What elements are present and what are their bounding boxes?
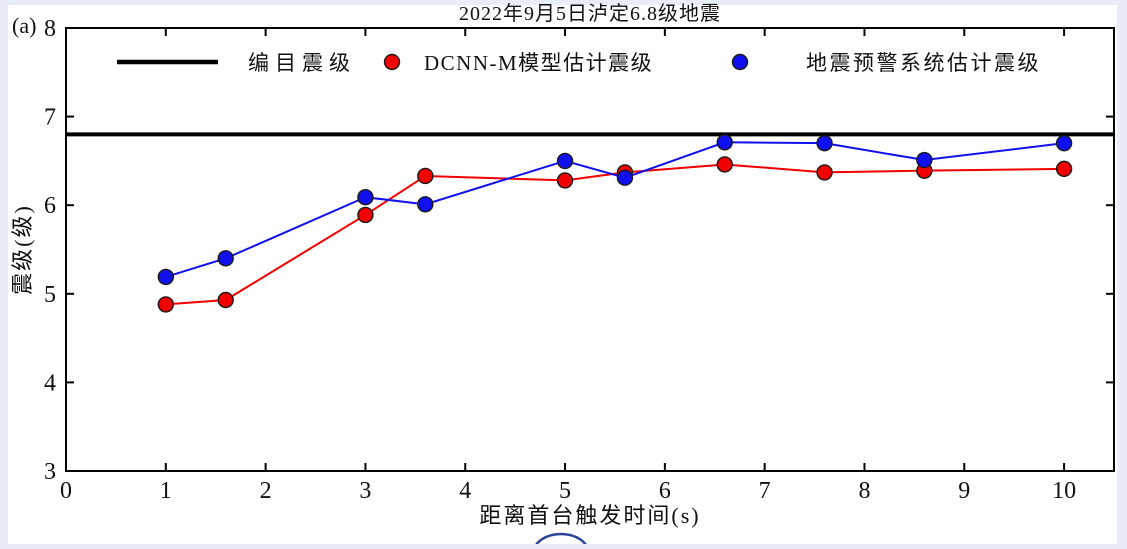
x-tick-label: 4	[459, 478, 471, 504]
figure-canvas	[8, 5, 1117, 544]
legend: 编目震级 DCNN-M模型估计震级 地震预警系统估计震级	[117, 51, 1041, 75]
series-eew-system-point	[157, 268, 175, 286]
legend-marker-dcnn	[383, 53, 401, 71]
x-tick-label: 0	[60, 478, 72, 504]
series-eew-system-point	[916, 151, 933, 169]
series-dcnn-m-point	[357, 206, 374, 224]
series-dcnn-m-point	[217, 291, 234, 309]
series-dcnn-m-point	[816, 164, 833, 181]
x-tick-label: 8	[858, 478, 870, 504]
series-eew-system-point	[556, 152, 574, 170]
series-eew-system-point	[417, 196, 434, 213]
x-tick-label: 1	[160, 478, 172, 504]
legend-label-catalog: 编目震级	[248, 51, 356, 75]
legend-label-dcnn: DCNN-M模型估计震级	[424, 51, 653, 75]
x-tick-label: 7	[759, 478, 771, 504]
series-eew-system	[157, 134, 1073, 286]
y-tick-label: 3	[44, 459, 56, 485]
plot-box	[65, 27, 1115, 472]
x-axis-label: 距离首台触发时间(s)	[479, 503, 700, 528]
x-tick-label: 3	[359, 478, 371, 504]
y-tick-label: 7	[44, 105, 56, 131]
y-tick-label: 8	[44, 16, 56, 42]
series-dcnn-m-point	[157, 296, 175, 313]
legend-label-eew: 地震预警系统估计震级	[806, 51, 1041, 75]
subplot-label: (a)	[12, 13, 36, 38]
x-tick-label: 2	[260, 478, 272, 504]
series-eew-system-point	[716, 134, 733, 151]
watermark-partial-circle	[533, 532, 589, 549]
series-dcnn-m-point	[1055, 160, 1073, 178]
series-dcnn-m-point	[417, 167, 434, 185]
x-tick-label: 10	[1052, 478, 1076, 504]
x-tick-label: 5	[559, 478, 571, 504]
series-eew-system-point	[217, 250, 234, 267]
y-tick-label: 4	[44, 370, 56, 396]
legend-marker-eew	[731, 53, 749, 71]
series-eew-system-point	[616, 169, 634, 186]
y-axis-label: 震级(级)	[10, 204, 35, 295]
series-dcnn-m-point	[556, 172, 574, 189]
y-tick-label: 6	[44, 193, 56, 219]
series-eew-system-point	[816, 134, 833, 152]
x-tick-label: 9	[958, 478, 970, 504]
series-eew-system-point	[1055, 134, 1073, 152]
series-dcnn-m-point	[716, 156, 733, 173]
series-eew-system-point	[357, 189, 374, 206]
x-tick-label: 6	[659, 478, 671, 504]
y-tick-label: 5	[44, 282, 56, 308]
series-dcnn-m	[157, 156, 1073, 313]
chart-title: 2022年9月5日泸定6.8级地震	[459, 2, 721, 25]
